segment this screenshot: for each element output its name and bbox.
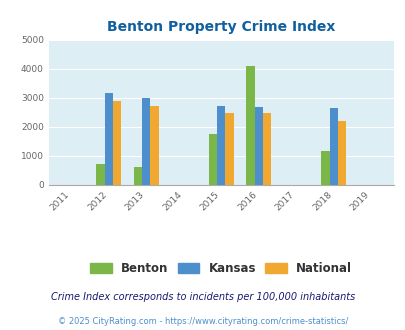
Bar: [217, 106, 225, 185]
Bar: [209, 134, 217, 185]
Bar: [96, 164, 104, 185]
Bar: [113, 101, 121, 185]
Bar: [246, 66, 254, 185]
Bar: [337, 121, 345, 185]
Legend: Benton, Kansas, National: Benton, Kansas, National: [85, 257, 356, 280]
Bar: [150, 106, 158, 185]
Bar: [104, 93, 113, 185]
Bar: [329, 108, 337, 185]
Bar: [134, 167, 142, 185]
Bar: [262, 113, 271, 185]
Title: Benton Property Crime Index: Benton Property Crime Index: [107, 20, 335, 34]
Bar: [321, 150, 329, 185]
Text: © 2025 CityRating.com - https://www.cityrating.com/crime-statistics/: © 2025 CityRating.com - https://www.city…: [58, 317, 347, 326]
Bar: [254, 107, 262, 185]
Bar: [225, 113, 233, 185]
Bar: [142, 98, 150, 185]
Text: Crime Index corresponds to incidents per 100,000 inhabitants: Crime Index corresponds to incidents per…: [51, 292, 354, 302]
